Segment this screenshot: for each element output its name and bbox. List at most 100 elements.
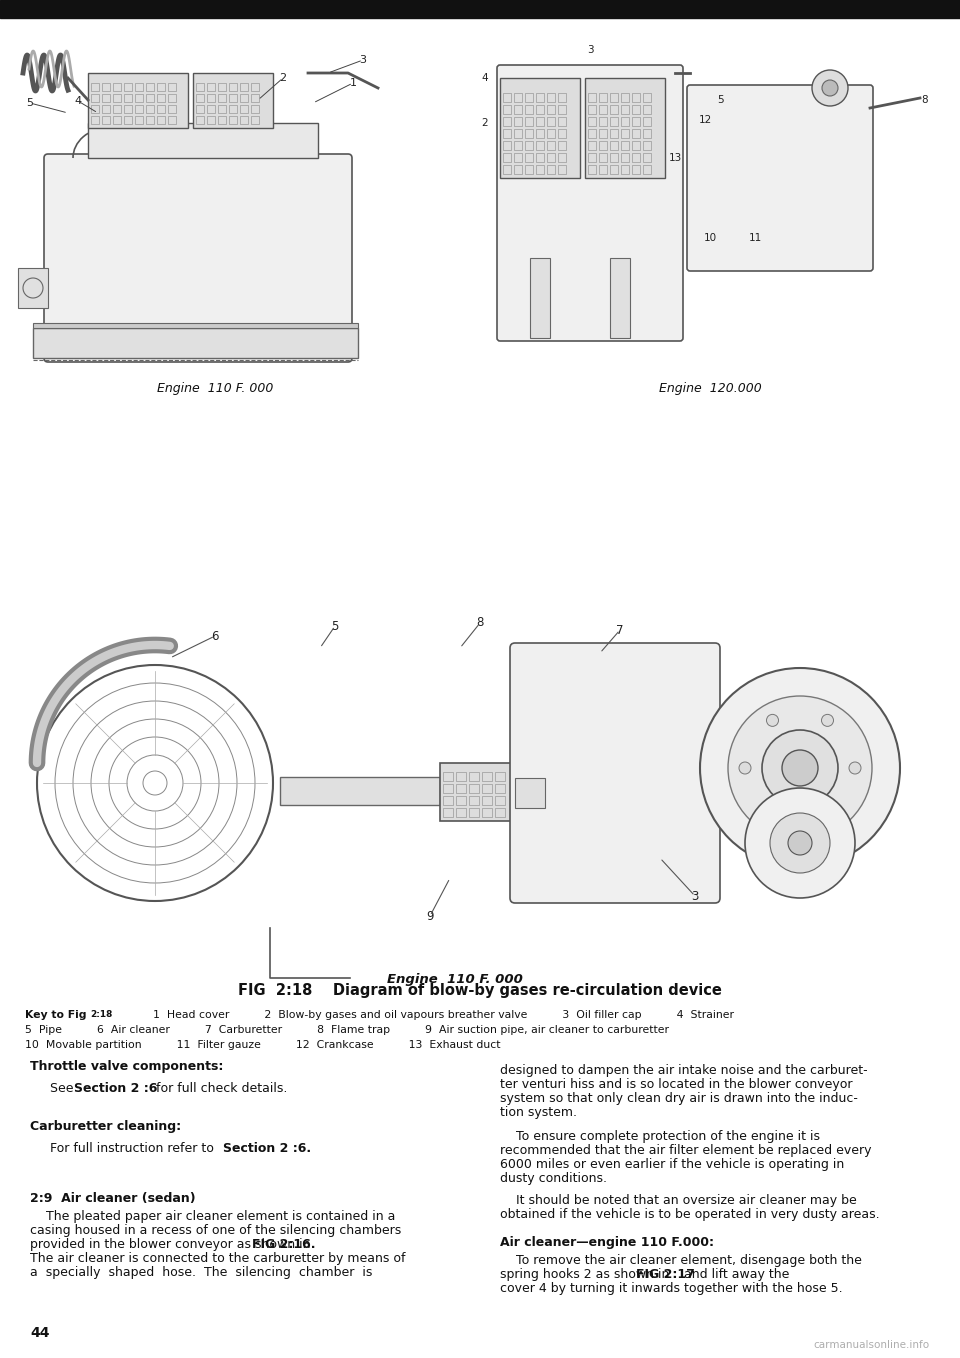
Bar [124, 115, 132, 124]
Circle shape [700, 668, 900, 868]
Bar [240, 83, 248, 91]
Bar [157, 115, 165, 124]
Bar [135, 94, 143, 102]
Bar [443, 796, 453, 805]
Bar [218, 105, 226, 113]
Bar [632, 153, 640, 162]
Text: carmanualsonline.info: carmanualsonline.info [814, 1340, 930, 1350]
Circle shape [812, 71, 848, 106]
Bar [610, 92, 618, 102]
Bar [525, 92, 533, 102]
Bar [547, 166, 555, 174]
Bar [503, 105, 511, 114]
Bar [632, 105, 640, 114]
Bar [610, 258, 630, 338]
Bar [514, 92, 522, 102]
Bar [536, 141, 544, 149]
Bar [456, 784, 466, 793]
Bar [443, 808, 453, 818]
Text: Air cleaner—engine 110 F.000:: Air cleaner—engine 110 F.000: [500, 1236, 714, 1249]
Text: designed to dampen the air intake noise and the carburet-: designed to dampen the air intake noise … [500, 1065, 868, 1077]
Bar [558, 141, 566, 149]
Bar [124, 105, 132, 113]
Text: 6: 6 [211, 630, 219, 642]
Text: To remove the air cleaner element, disengage both the: To remove the air cleaner element, disen… [500, 1253, 862, 1267]
Text: For full instruction refer to: For full instruction refer to [50, 1142, 218, 1156]
Bar [229, 94, 237, 102]
Bar [643, 129, 651, 139]
Bar [599, 92, 607, 102]
Text: FIG 2:17: FIG 2:17 [636, 1268, 695, 1281]
Text: Key to Fig: Key to Fig [25, 1010, 86, 1020]
Bar [482, 808, 492, 818]
Text: for full check details.: for full check details. [152, 1082, 287, 1095]
Bar [102, 105, 110, 113]
Bar [218, 115, 226, 124]
Bar [495, 808, 505, 818]
Bar [643, 141, 651, 149]
Bar [558, 153, 566, 162]
Text: 4: 4 [75, 96, 82, 106]
Bar [558, 117, 566, 126]
Text: 2:18: 2:18 [90, 1010, 112, 1018]
Bar [536, 105, 544, 114]
Bar [18, 48, 413, 368]
Circle shape [822, 809, 833, 822]
Text: 12: 12 [698, 115, 711, 125]
Text: 3: 3 [587, 45, 593, 56]
Text: 2: 2 [482, 118, 489, 128]
Bar [503, 92, 511, 102]
Bar [558, 92, 566, 102]
Bar [469, 808, 479, 818]
Circle shape [766, 809, 779, 822]
Bar [102, 94, 110, 102]
Bar [482, 784, 492, 793]
Bar [599, 117, 607, 126]
Bar [469, 796, 479, 805]
Text: Section 2 :6: Section 2 :6 [74, 1082, 157, 1095]
Bar [588, 105, 596, 114]
Bar [495, 784, 505, 793]
FancyBboxPatch shape [510, 642, 720, 903]
Text: FIG 2:16.: FIG 2:16. [252, 1238, 316, 1251]
Text: dusty conditions.: dusty conditions. [500, 1172, 607, 1186]
Bar [558, 105, 566, 114]
Bar [610, 166, 618, 174]
Bar [91, 94, 99, 102]
Bar [113, 83, 121, 91]
Bar [88, 73, 188, 128]
Text: 2:9  Air cleaner (sedan): 2:9 Air cleaner (sedan) [30, 1192, 196, 1205]
Text: 3: 3 [691, 889, 699, 903]
Bar [610, 153, 618, 162]
Bar [207, 83, 215, 91]
Bar [547, 153, 555, 162]
Bar [482, 771, 492, 781]
Bar [610, 105, 618, 114]
Bar [146, 115, 154, 124]
Bar [146, 94, 154, 102]
Text: provided in the blower conveyor as shown in: provided in the blower conveyor as shown… [30, 1238, 315, 1251]
Bar [251, 83, 259, 91]
Bar [196, 83, 204, 91]
Bar [621, 117, 629, 126]
Bar [157, 83, 165, 91]
Text: 1: 1 [349, 77, 356, 88]
Bar [443, 784, 453, 793]
Circle shape [770, 813, 830, 873]
Circle shape [766, 714, 779, 727]
Text: 2: 2 [279, 73, 287, 83]
Bar [196, 115, 204, 124]
Text: tion system.: tion system. [500, 1105, 577, 1119]
Bar [525, 141, 533, 149]
Bar [514, 117, 522, 126]
Bar [599, 153, 607, 162]
Bar [33, 329, 358, 359]
Bar [525, 166, 533, 174]
Bar [495, 796, 505, 805]
Text: ter venturi hiss and is so located in the blower conveyor: ter venturi hiss and is so located in th… [500, 1078, 852, 1090]
Bar [251, 94, 259, 102]
Text: 3: 3 [359, 56, 367, 65]
Bar [599, 105, 607, 114]
Text: 13: 13 [668, 153, 682, 163]
Bar [240, 115, 248, 124]
